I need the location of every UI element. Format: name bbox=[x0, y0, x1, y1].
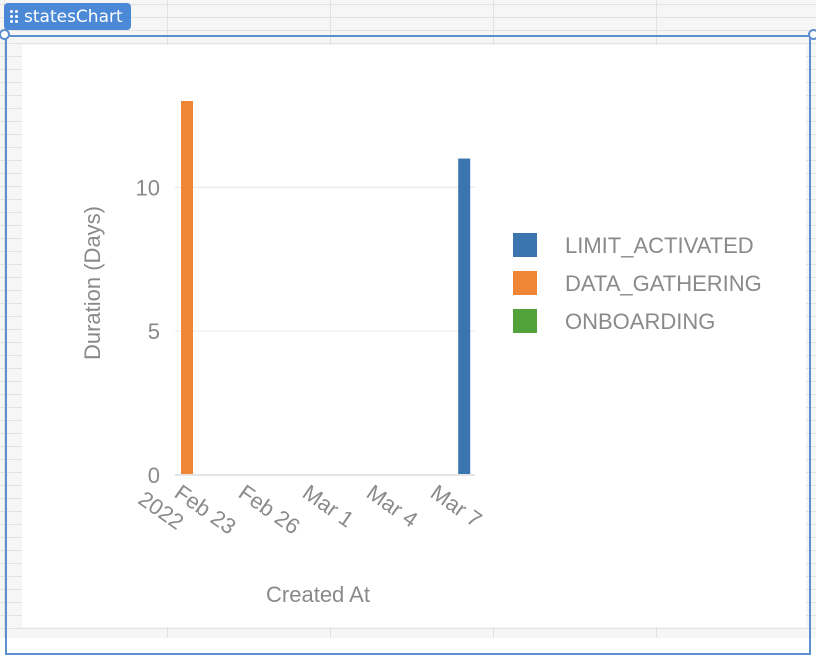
resize-handle-top-right[interactable] bbox=[808, 29, 816, 40]
legend-label: ONBOARDING bbox=[565, 309, 715, 334]
x-tick-label: Mar 4 bbox=[362, 480, 422, 533]
y-tick-label: 10 bbox=[136, 175, 160, 200]
resize-handle-top-left[interactable] bbox=[0, 29, 10, 40]
x-tick-label: Mar 7 bbox=[426, 480, 486, 533]
x-tick-label: Mar 1 bbox=[298, 480, 358, 533]
legend-swatch bbox=[513, 271, 537, 295]
legend-swatch bbox=[513, 309, 537, 333]
x-axis-title: Created At bbox=[266, 582, 370, 607]
y-axis-title: Duration (Days) bbox=[80, 206, 105, 360]
chart-card bbox=[22, 45, 806, 627]
bar bbox=[458, 158, 471, 475]
x-tick-label: Feb 26 bbox=[234, 480, 304, 540]
bar bbox=[181, 101, 193, 474]
y-tick-label: 5 bbox=[148, 319, 160, 344]
drag-handle-icon[interactable] bbox=[10, 10, 18, 23]
legend-label: LIMIT_ACTIVATED bbox=[565, 233, 754, 258]
legend-swatch bbox=[513, 233, 537, 257]
widget-name: statesChart bbox=[24, 6, 123, 27]
legend-label: DATA_GATHERING bbox=[565, 271, 762, 296]
y-tick-label: 0 bbox=[148, 463, 160, 488]
widget-name-tag[interactable]: statesChart bbox=[4, 3, 131, 30]
